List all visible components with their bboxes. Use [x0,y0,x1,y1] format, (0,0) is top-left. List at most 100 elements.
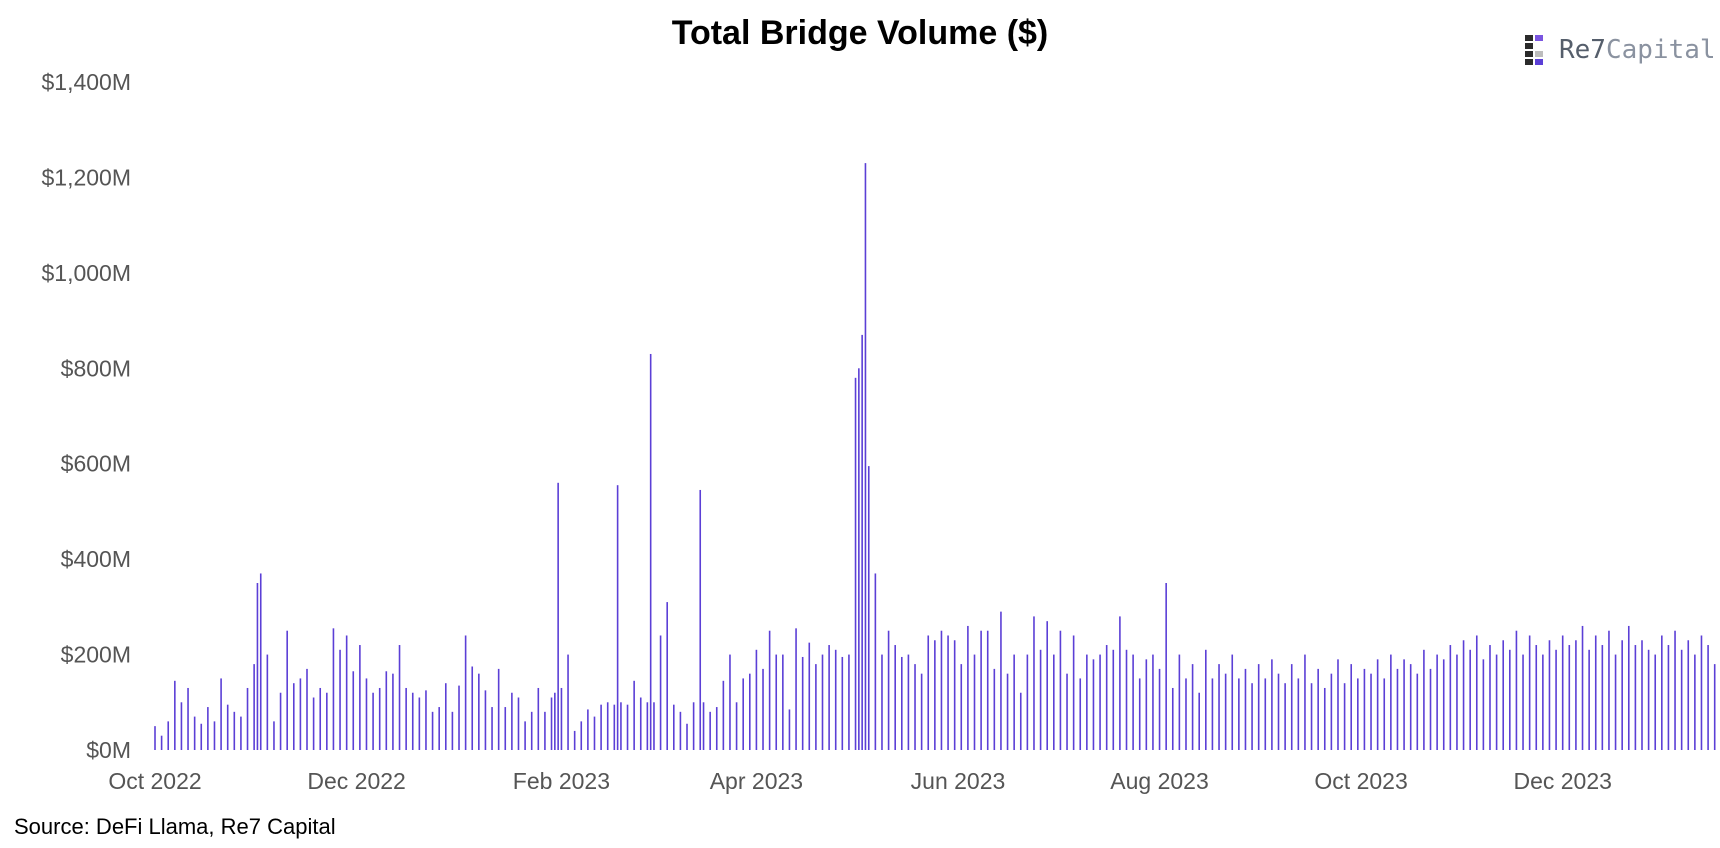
source-note: Source: DeFi Llama, Re7 Capital [14,814,336,839]
bar-2023-12-25 [1641,640,1643,750]
bar-2022-10-13 [193,716,196,750]
bar-2022-10-17 [207,707,209,750]
bar-2023-06-08 [980,630,982,750]
bar-2023-06-04 [967,625,969,750]
bar-2023-09-20 [1323,687,1326,750]
y-axis: $0M $200M $400M $600M $800M $1,000M $1,200M $1,… [41,69,131,763]
bar-2023-06-22 [1026,654,1029,750]
bar-2022-10-19 [213,721,216,750]
bar-2023-07-28 [1145,659,1148,750]
bar-2023-11-17 [1515,630,1518,750]
bar-2023-10-22 [1429,668,1432,750]
bar-2023-05-09 [881,654,883,750]
bar-2023-10-16 [1409,664,1412,750]
bar-2022-10-15 [200,723,203,750]
bar-2024-01-04 [1674,630,1676,750]
y-tick-label: $0M [86,737,131,763]
bar-2023-04-25 [834,649,837,750]
bar-2022-11-14 [299,678,302,750]
bar-2023-04-27 [841,656,844,750]
bar-2023-05-02 [858,368,860,750]
x-tick-label: Feb 2023 [513,768,610,794]
bar-2023-09-24 [1337,659,1339,750]
bar-2023-12-07 [1581,625,1584,750]
bar-2023-09-28 [1350,664,1353,750]
bar-2023-11-01 [1462,640,1465,750]
bar-2022-11-22 [326,692,328,750]
bar-2023-01-21 [524,721,526,750]
bar-2023-02-17 [613,704,616,750]
bar-2022-10-31 [253,664,255,750]
bar-2023-11-23 [1535,645,1538,750]
bar-2023-08-29 [1251,683,1253,750]
x-tick-label: Aug 2023 [1110,768,1208,794]
bar-2023-07-18 [1112,649,1115,750]
y-tick-label: $200M [61,642,131,668]
bar-2023-03-15 [699,489,702,750]
bar-2023-05-03 [861,334,863,750]
bar-2023-07-02 [1059,630,1062,750]
bar-2023-06-02 [960,664,963,750]
bar-2023-03-01 [653,702,655,750]
bar-2023-08-05 [1171,687,1174,750]
bar-2022-11-01 [256,583,259,750]
bar-2023-04-29 [848,654,850,750]
bar-2023-11-07 [1482,659,1485,750]
bar-2022-11-16 [306,668,308,750]
bar-2023-10-26 [1442,659,1445,750]
bar-2023-09-06 [1277,673,1280,750]
bar-2023-04-09 [782,654,784,750]
y-tick-label: $1,200M [41,164,131,190]
bar-2023-10-10 [1390,654,1392,750]
bar-2023-03-18 [709,711,711,750]
bar-2023-09-12 [1297,678,1300,750]
bar-2023-03-16 [702,702,705,750]
bar-2024-01-12 [1700,635,1703,750]
bar-2023-05-19 [914,664,916,750]
bar-2023-05-15 [901,656,903,750]
bar-2023-01-09 [484,690,487,750]
bar-2022-10-29 [246,687,249,750]
bar-2023-07-26 [1138,678,1141,750]
bar-2023-01-25 [537,687,540,750]
bar-2023-01-15 [504,707,507,750]
bar-2023-12-31 [1661,635,1663,750]
bar-2022-10-23 [226,704,229,750]
bar-2023-11-15 [1509,649,1511,750]
bar-2023-01-23 [530,711,533,750]
bar-2023-06-26 [1039,649,1042,750]
bar-2022-11-10 [286,630,288,750]
bar-2022-11-20 [319,687,322,750]
bar-2023-01-01 [458,685,460,750]
bar-2023-08-11 [1191,664,1194,750]
bar-2023-08-07 [1178,654,1181,750]
bar-2023-06-24 [1033,616,1035,750]
y-tick-label: $1,000M [41,260,131,286]
bar-2023-03-28 [742,678,744,750]
bar-2023-12-05 [1575,640,1577,750]
chart-title: Total Bridge Volume ($) [671,14,1049,52]
bar-2023-02-28 [649,353,652,750]
bar-2023-02-25 [639,697,642,750]
logo-suffix: Capital [1605,35,1716,65]
bar-2023-12-09 [1588,649,1590,750]
bar-2023-06-06 [973,654,976,750]
bar-2022-11-08 [279,692,282,750]
bar-2022-12-14 [398,645,401,750]
bar-2023-12-03 [1568,645,1571,750]
bar-2023-02-27 [646,702,649,750]
bar-2023-10-14 [1403,659,1405,750]
bar-2023-04-15 [801,656,804,750]
bar-2023-09-26 [1343,683,1346,750]
bar-2023-10-18 [1416,673,1419,750]
bar-2023-03-30 [749,673,751,750]
bar-2023-08-17 [1211,678,1214,750]
bar-2023-02-19 [620,702,622,750]
bar-2023-03-26 [735,702,738,750]
bar-2023-09-18 [1317,668,1319,750]
bar-2023-11-05 [1475,635,1478,750]
bar-2023-10-04 [1370,673,1372,750]
bar-2022-12-04 [365,678,368,750]
bar-2022-11-26 [339,649,341,750]
bar-2022-12-06 [372,692,374,750]
